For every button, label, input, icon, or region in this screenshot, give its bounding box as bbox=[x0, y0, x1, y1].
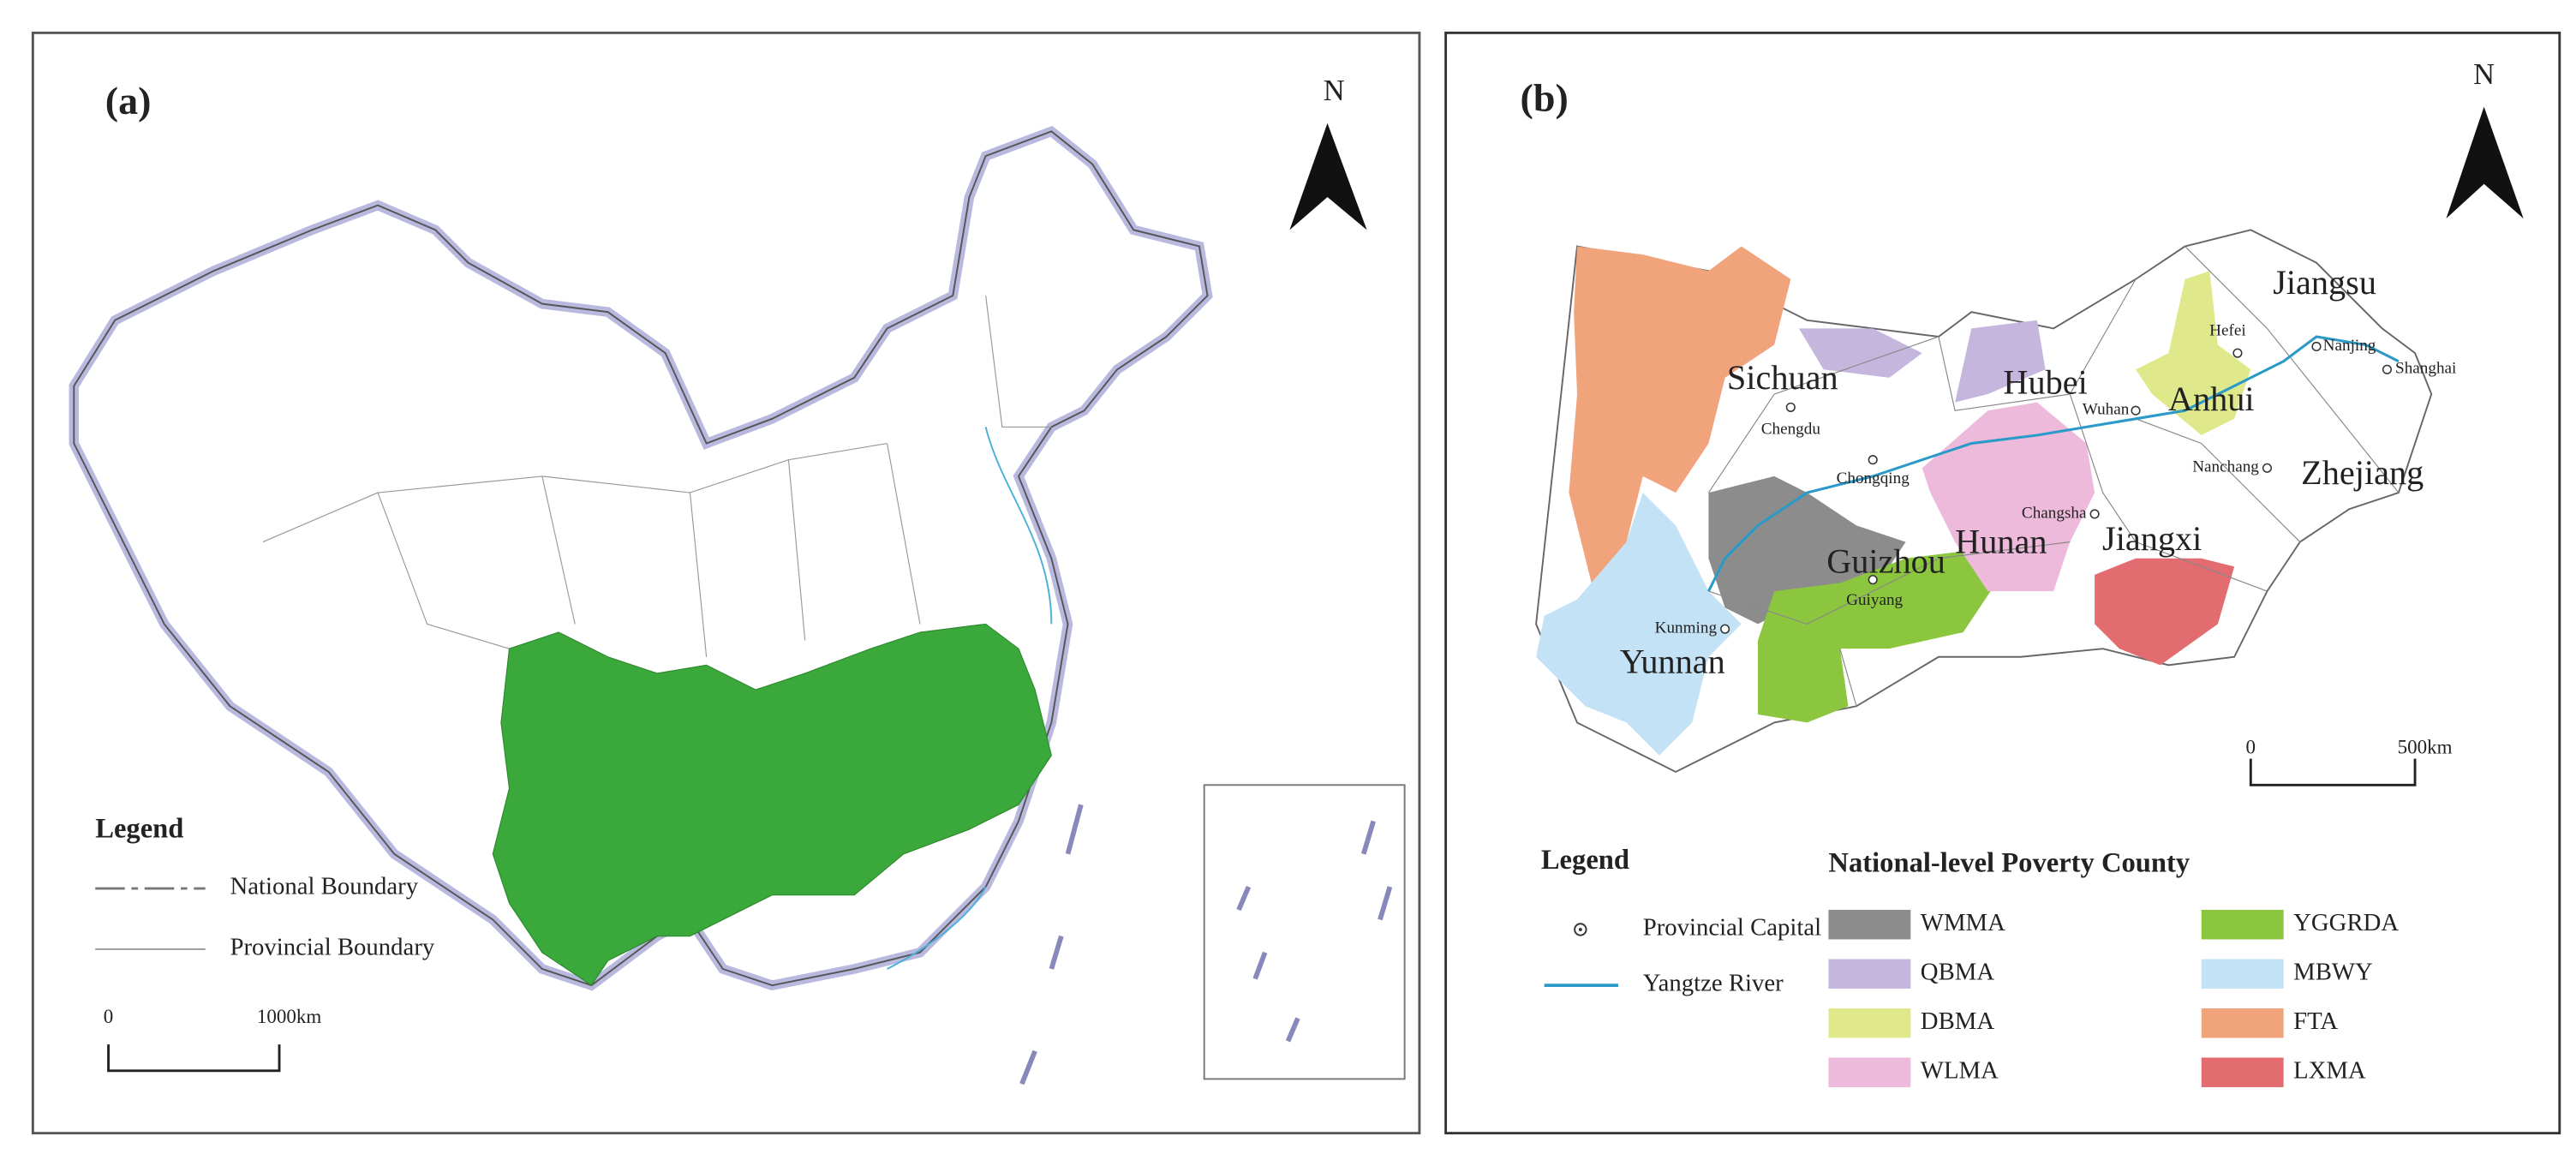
dash-line bbox=[1019, 804, 1084, 1085]
yangtze-river bbox=[1707, 335, 2400, 592]
province-label: Yunnan bbox=[1620, 643, 1725, 681]
province-label: Hubei bbox=[2003, 363, 2087, 402]
capital-marker bbox=[2232, 348, 2243, 358]
legend-swatch bbox=[1828, 909, 1911, 940]
scale-label: 1000km bbox=[257, 1006, 322, 1027]
poverty-area bbox=[1955, 320, 2046, 403]
legend-item: LXMA bbox=[2293, 1056, 2366, 1084]
legend-item: FTA bbox=[2293, 1008, 2338, 1035]
poverty-area bbox=[1536, 493, 1742, 756]
legend-item: MBWY bbox=[2293, 958, 2373, 985]
province-label: Jiangxi bbox=[2102, 519, 2202, 558]
province-label: Anhui bbox=[2168, 380, 2255, 418]
legend-swatch bbox=[1828, 1057, 1911, 1087]
capital-marker bbox=[1868, 455, 1878, 465]
provincial-boundaries bbox=[262, 295, 1052, 657]
capital-marker bbox=[2311, 341, 2322, 352]
legend-swatch bbox=[1828, 1008, 1911, 1038]
scale-bar bbox=[2249, 758, 2417, 786]
legend-item: Provincial Capital bbox=[1643, 914, 1821, 942]
capital-marker bbox=[1720, 624, 1730, 634]
legend-swatch bbox=[2201, 909, 2284, 940]
scale-label: 0 bbox=[2246, 736, 2256, 757]
province-boundaries bbox=[1707, 246, 2400, 707]
north-label: N bbox=[1324, 75, 1345, 107]
poverty-area bbox=[1798, 328, 1922, 378]
province-label: Guizhou bbox=[1826, 542, 1945, 581]
poverty-area bbox=[2136, 271, 2251, 435]
poverty-area bbox=[1708, 475, 1906, 625]
capital-label: Kunming bbox=[1655, 619, 1718, 637]
capital-marker bbox=[1868, 575, 1878, 585]
inset-box bbox=[1203, 784, 1406, 1080]
legend-item: QBMA bbox=[1921, 958, 1995, 985]
capital-label: Shanghai bbox=[2395, 360, 2456, 378]
capital-label: Guiyang bbox=[1846, 591, 1903, 609]
legend-item: Provincial Boundary bbox=[230, 934, 434, 961]
coastline bbox=[887, 427, 1053, 970]
capital-label: Chongqing bbox=[1837, 469, 1910, 487]
capital-label: Nanjing bbox=[2323, 337, 2376, 355]
legend-title: Legend bbox=[1541, 845, 1629, 876]
legend-symbol bbox=[1574, 923, 1587, 936]
legend-title: Legend bbox=[95, 813, 183, 844]
poverty-area bbox=[1757, 550, 1997, 723]
capital-label: Wuhan bbox=[2083, 401, 2130, 419]
panel-label: (b) bbox=[1521, 75, 1569, 119]
legend-swatch bbox=[2201, 1008, 2284, 1038]
capital-label: Nanchang bbox=[2192, 458, 2259, 476]
north-label: N bbox=[2473, 58, 2495, 91]
poverty-area bbox=[2095, 558, 2235, 666]
scale-label: 0 bbox=[104, 1006, 114, 1027]
china-outline bbox=[73, 130, 1209, 987]
north-arrow bbox=[1289, 123, 1367, 230]
legend-title: National-level Poverty County bbox=[1828, 848, 2190, 879]
capital-marker bbox=[2262, 463, 2273, 473]
inset-islands bbox=[1236, 820, 1393, 1043]
legend-item: Yangtze River bbox=[1643, 970, 1784, 997]
scale-bar bbox=[107, 1044, 281, 1073]
capital-marker bbox=[2089, 509, 2100, 519]
legend-swatch bbox=[2201, 959, 2284, 989]
province-label: Zhejiang bbox=[2301, 453, 2424, 492]
legend-item: WMMA bbox=[1921, 909, 2005, 936]
north-arrow bbox=[2446, 106, 2524, 218]
study-region bbox=[492, 623, 1052, 986]
scale-label: 500km bbox=[2398, 736, 2453, 757]
legend-item: WLMA bbox=[1921, 1056, 1999, 1084]
capital-label: Changsha bbox=[2022, 504, 2087, 522]
capital-marker bbox=[2382, 364, 2393, 374]
capital-label: Chengdu bbox=[1761, 421, 1821, 439]
legend-swatch bbox=[1828, 959, 1911, 989]
capital-label: Hefei bbox=[2209, 322, 2246, 340]
province-label: Sichuan bbox=[1727, 358, 1838, 397]
legend-item: YGGRDA bbox=[2293, 909, 2399, 936]
legend-item: National Boundary bbox=[230, 873, 418, 900]
legend-swatch bbox=[2201, 1057, 2284, 1087]
panel-label: (a) bbox=[105, 79, 152, 123]
province-label: Hunan bbox=[1955, 523, 2047, 561]
province-label: Jiangsu bbox=[2273, 263, 2376, 302]
legend-item: DBMA bbox=[1921, 1008, 1995, 1035]
poverty-area bbox=[1569, 246, 1791, 592]
capital-marker bbox=[1785, 402, 1796, 412]
capital-marker bbox=[2131, 405, 2141, 416]
legend-symbol bbox=[1578, 928, 1582, 931]
